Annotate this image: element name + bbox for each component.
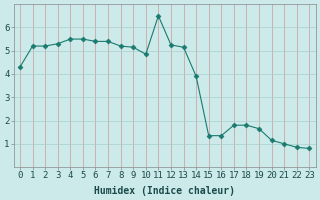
X-axis label: Humidex (Indice chaleur): Humidex (Indice chaleur) — [94, 186, 235, 196]
